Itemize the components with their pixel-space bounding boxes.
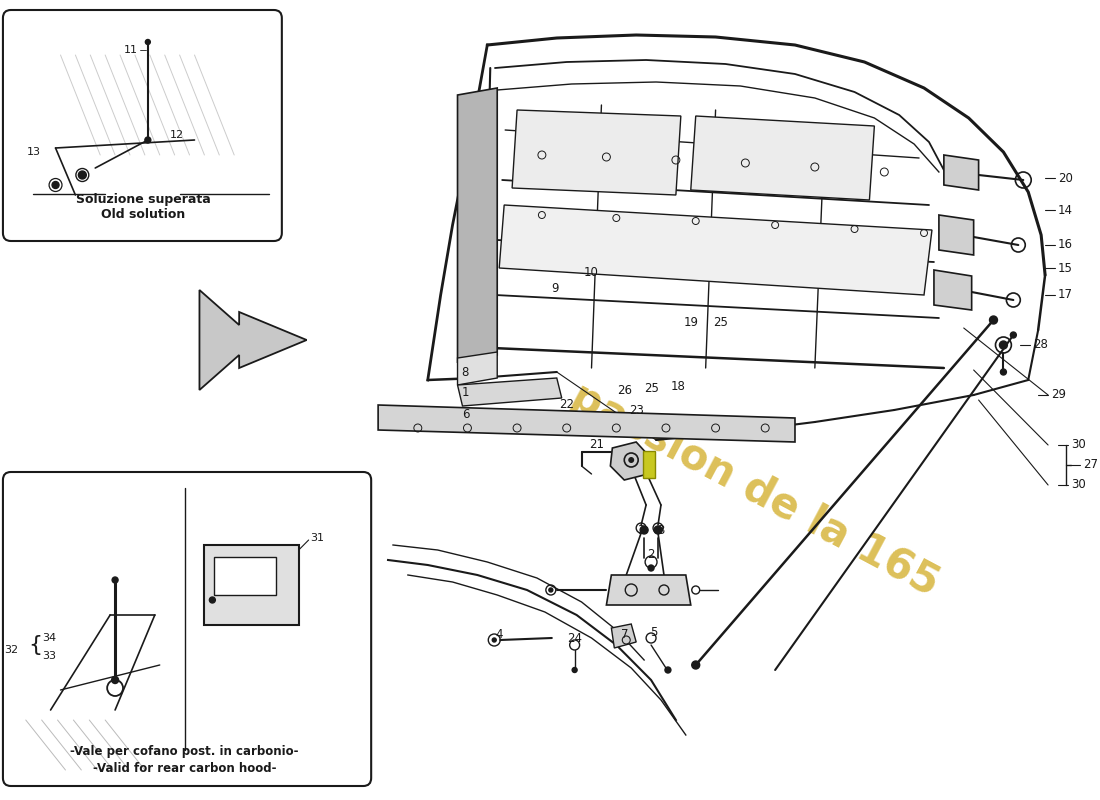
Text: 2: 2 xyxy=(647,549,654,562)
Text: 12: 12 xyxy=(169,130,184,140)
Circle shape xyxy=(145,137,151,143)
Text: 25: 25 xyxy=(644,382,659,394)
Text: 10: 10 xyxy=(584,266,600,278)
Circle shape xyxy=(666,667,671,673)
Polygon shape xyxy=(458,88,497,362)
Text: -Valid for rear carbon hood-: -Valid for rear carbon hood- xyxy=(92,762,276,774)
Polygon shape xyxy=(934,270,971,310)
Circle shape xyxy=(990,316,998,324)
Text: Old solution: Old solution xyxy=(101,207,185,221)
Text: 16: 16 xyxy=(1058,238,1072,251)
Text: -Vale per cofano post. in carbonio-: -Vale per cofano post. in carbonio- xyxy=(70,746,299,758)
Text: 1: 1 xyxy=(462,386,470,399)
Polygon shape xyxy=(458,378,562,406)
Text: 26: 26 xyxy=(617,383,631,397)
Circle shape xyxy=(628,457,635,463)
Text: 19: 19 xyxy=(683,315,698,329)
Text: 20: 20 xyxy=(1058,171,1072,185)
Polygon shape xyxy=(944,155,979,190)
Text: 18: 18 xyxy=(670,379,685,393)
Text: 3: 3 xyxy=(638,523,645,537)
Circle shape xyxy=(1000,341,1008,349)
Text: 23: 23 xyxy=(629,403,644,417)
Circle shape xyxy=(692,661,700,669)
Polygon shape xyxy=(691,116,874,200)
Bar xyxy=(205,545,299,625)
Text: 7: 7 xyxy=(620,629,628,642)
Text: passion de la 165: passion de la 165 xyxy=(564,375,946,605)
Text: 11: 11 xyxy=(124,45,138,55)
Polygon shape xyxy=(499,205,932,295)
Text: {: { xyxy=(29,635,43,655)
Circle shape xyxy=(549,588,553,592)
Polygon shape xyxy=(939,215,974,255)
Circle shape xyxy=(145,39,151,45)
Circle shape xyxy=(209,597,216,603)
Bar xyxy=(214,557,276,595)
Polygon shape xyxy=(378,405,795,442)
Text: 34: 34 xyxy=(43,633,57,643)
Circle shape xyxy=(493,638,496,642)
Text: 31: 31 xyxy=(310,533,324,543)
FancyBboxPatch shape xyxy=(3,472,371,786)
Text: 25: 25 xyxy=(713,315,728,329)
FancyBboxPatch shape xyxy=(644,451,654,478)
Text: 3: 3 xyxy=(658,523,664,537)
Text: 15: 15 xyxy=(1058,262,1072,274)
Circle shape xyxy=(640,526,648,534)
Circle shape xyxy=(572,667,578,673)
Text: 6: 6 xyxy=(462,409,470,422)
Text: Soluzione superata: Soluzione superata xyxy=(76,194,210,206)
Polygon shape xyxy=(458,352,497,385)
Text: 9: 9 xyxy=(551,282,559,294)
Text: 14: 14 xyxy=(1058,203,1072,217)
Circle shape xyxy=(52,182,59,189)
Text: 21: 21 xyxy=(588,438,604,451)
Text: 17: 17 xyxy=(1058,289,1072,302)
Circle shape xyxy=(78,171,86,179)
Polygon shape xyxy=(199,290,307,390)
Text: 33: 33 xyxy=(43,651,56,661)
Polygon shape xyxy=(606,575,691,605)
Text: 30: 30 xyxy=(1071,478,1086,491)
Circle shape xyxy=(111,677,119,683)
Polygon shape xyxy=(513,110,681,195)
Circle shape xyxy=(1011,332,1016,338)
Circle shape xyxy=(1000,369,1006,375)
Text: 27: 27 xyxy=(1082,458,1098,471)
Polygon shape xyxy=(610,442,648,480)
Text: 4: 4 xyxy=(495,629,503,642)
Text: 5: 5 xyxy=(650,626,658,638)
Text: 32: 32 xyxy=(3,645,18,655)
Text: 30: 30 xyxy=(1071,438,1086,451)
Polygon shape xyxy=(612,624,636,648)
Circle shape xyxy=(648,565,654,571)
Text: 13: 13 xyxy=(26,147,41,157)
Text: 29: 29 xyxy=(1052,389,1066,402)
Circle shape xyxy=(112,577,118,583)
Text: 28: 28 xyxy=(1033,338,1048,351)
Text: 8: 8 xyxy=(461,366,469,378)
FancyBboxPatch shape xyxy=(3,10,282,241)
Circle shape xyxy=(654,526,662,534)
Text: 24: 24 xyxy=(568,631,582,645)
Text: 22: 22 xyxy=(559,398,574,411)
